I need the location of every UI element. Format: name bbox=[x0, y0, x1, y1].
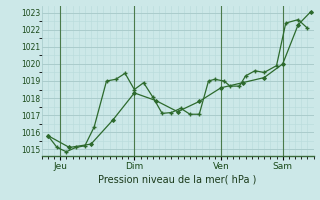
X-axis label: Pression niveau de la mer( hPa ): Pression niveau de la mer( hPa ) bbox=[99, 175, 257, 185]
